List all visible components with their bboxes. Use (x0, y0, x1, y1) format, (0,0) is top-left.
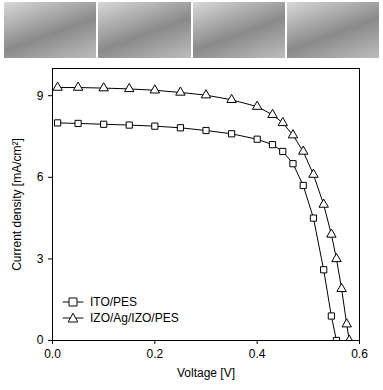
svg-text:3: 3 (37, 252, 44, 266)
svg-text:9: 9 (37, 89, 44, 103)
html-text:ITO/PES: ITO/PES (90, 295, 138, 309)
svg-text:0.0: 0.0 (44, 347, 61, 361)
svg-text:0.2: 0.2 (146, 347, 163, 361)
svg-text:0.6: 0.6 (351, 347, 368, 361)
svg-text:0: 0 (37, 333, 44, 347)
svg-text:6: 6 (37, 170, 44, 184)
svg-text:Current density [mA/cm²]: Current density [mA/cm²] (10, 138, 24, 271)
svg-text:0.4: 0.4 (249, 347, 266, 361)
svg-text:Voltage [V]: Voltage [V] (177, 366, 235, 380)
html-text:IZO/Ag/IZO/PES: IZO/Ag/IZO/PES (90, 311, 179, 325)
